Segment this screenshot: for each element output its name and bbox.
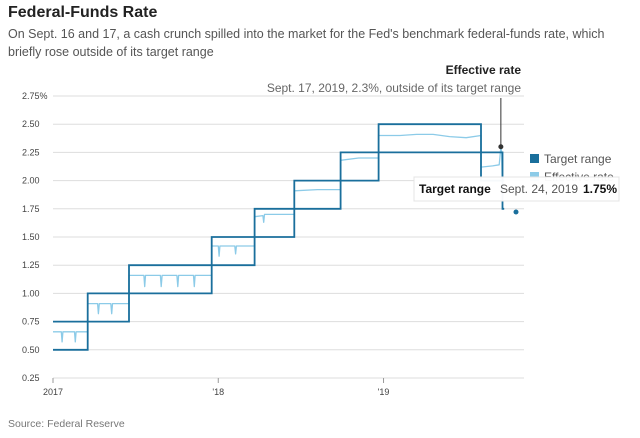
y-axis-ticks: 0.25 0.50 0.75 1.00 1.25 1.50 1.75 2.00 2.25 2.50…: [22, 91, 48, 383]
x-tick-label: '18: [212, 387, 224, 397]
y-tick-label: 1.75: [22, 204, 40, 214]
x-axis-ticks: 2017 '18 '19: [43, 378, 389, 397]
target-range-series: [53, 123, 505, 351]
tooltip-series: Target range: [419, 182, 491, 196]
x-tick-label: 2017: [43, 387, 63, 397]
y-tick-label: 2.75%: [22, 91, 48, 101]
source-note: Source: Federal Reserve: [8, 418, 125, 430]
annotation-marker[interactable]: [498, 144, 504, 150]
annotation-title: Effective rate: [446, 63, 522, 77]
y-tick-label: 0.25: [22, 373, 40, 383]
y-tick-label: 0.75: [22, 317, 40, 327]
effective-rate-series: [53, 133, 504, 343]
y-tick-label: 2.50: [22, 119, 40, 129]
chart-title: Federal-Funds Rate: [8, 4, 158, 21]
y-tick-label: 1.50: [22, 232, 40, 242]
target-range-upper-line: [53, 123, 505, 323]
chart-subtitle: On Sept. 16 and 17, a cash crunch spille…: [8, 27, 605, 59]
tooltip-date: Sept. 24, 2019: [500, 182, 578, 196]
y-tick-label: 2.00: [22, 176, 40, 186]
effective-rate-line: [53, 133, 504, 343]
target-range-lower-line: [53, 151, 505, 351]
y-tick-label: 1.25: [22, 260, 40, 270]
x-tick-label: '19: [378, 387, 390, 397]
y-tick-label: 2.25: [22, 147, 40, 157]
y-tick-label: 1.00: [22, 288, 40, 298]
legend-label-target[interactable]: Target range: [544, 152, 612, 166]
tooltip-box: [413, 176, 620, 202]
y-tick-label: 0.50: [22, 345, 40, 355]
tooltip: Target range Sept. 24, 2019 1.75%: [413, 176, 620, 215]
tooltip-marker: [513, 209, 519, 215]
annotation-text: Sept. 17, 2019, 2.3%, outside of its tar…: [267, 81, 521, 95]
annotation: Effective rate Sept. 17, 2019, 2.3%, out…: [267, 63, 522, 150]
tooltip-value: 1.75%: [583, 182, 617, 196]
legend-swatch-target: [530, 154, 539, 163]
